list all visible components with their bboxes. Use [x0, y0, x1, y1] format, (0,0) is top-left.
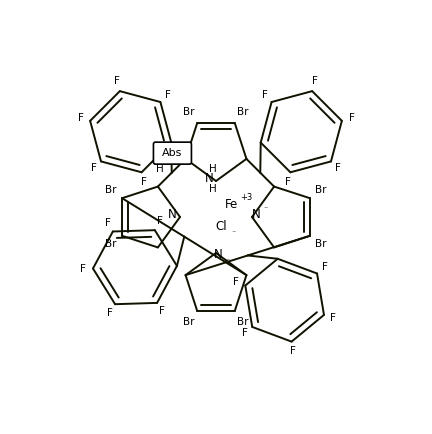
Text: H: H: [209, 164, 217, 174]
Text: F: F: [141, 177, 147, 187]
Text: Fe: Fe: [224, 198, 238, 211]
Text: +3: +3: [240, 193, 252, 201]
Text: Br: Br: [315, 185, 327, 195]
Text: F: F: [159, 306, 165, 316]
Text: ⁻: ⁻: [226, 256, 230, 266]
Text: F: F: [165, 90, 170, 100]
Text: F: F: [233, 277, 239, 287]
Text: H: H: [156, 164, 164, 174]
Text: H: H: [209, 184, 217, 194]
Text: F: F: [114, 76, 120, 86]
Text: F: F: [157, 217, 162, 227]
Text: N: N: [205, 172, 213, 185]
Text: Br: Br: [315, 239, 327, 249]
Text: F: F: [290, 346, 296, 356]
Text: F: F: [335, 164, 341, 174]
Text: ⁻: ⁻: [264, 204, 268, 214]
Text: Cl: Cl: [215, 220, 227, 233]
Text: F: F: [108, 308, 113, 318]
Text: Br: Br: [105, 185, 117, 195]
FancyBboxPatch shape: [153, 142, 191, 164]
Text: F: F: [241, 328, 248, 338]
Text: Br: Br: [183, 317, 195, 327]
Text: F: F: [322, 262, 328, 272]
Text: N: N: [214, 249, 222, 262]
Text: F: F: [262, 90, 267, 100]
Text: N: N: [168, 208, 176, 221]
Text: Br: Br: [237, 107, 249, 117]
Text: F: F: [78, 113, 83, 123]
Text: Abs: Abs: [162, 148, 183, 158]
Text: F: F: [349, 113, 354, 123]
Text: F: F: [285, 177, 291, 187]
Text: F: F: [312, 76, 318, 86]
Text: N: N: [251, 208, 260, 221]
Text: Br: Br: [183, 107, 195, 117]
Text: F: F: [105, 218, 111, 228]
Text: ⁻: ⁻: [232, 228, 236, 237]
Text: Br: Br: [237, 317, 249, 327]
Text: Br: Br: [105, 239, 117, 249]
Text: F: F: [91, 164, 97, 174]
Text: F: F: [80, 264, 86, 274]
Text: F: F: [330, 313, 336, 323]
